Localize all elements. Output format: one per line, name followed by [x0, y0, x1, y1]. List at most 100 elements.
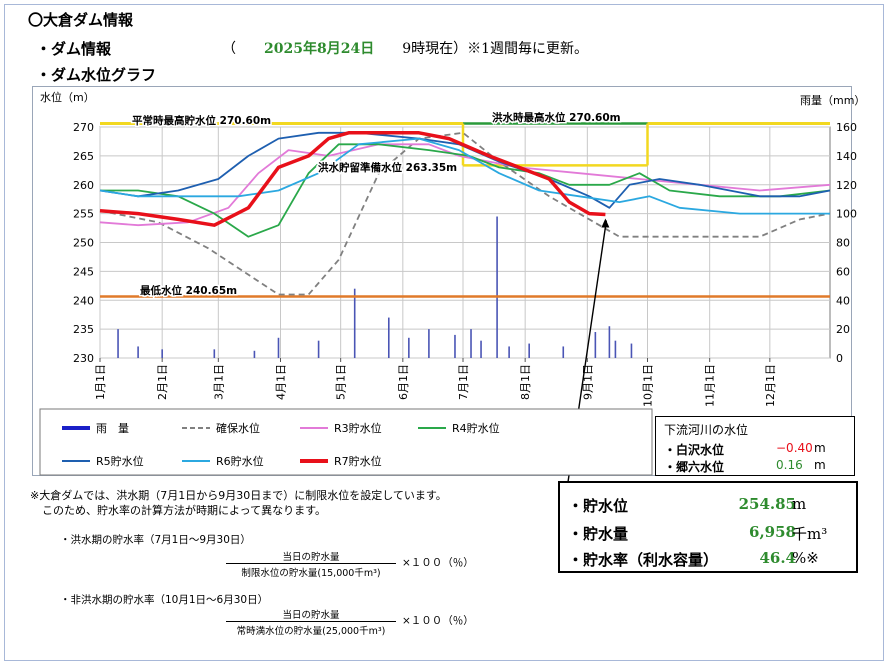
left-axis-title: 水位（m）: [40, 90, 95, 104]
right-tick-label: 60: [836, 265, 850, 278]
month-label: 7月1日: [457, 364, 470, 400]
right-tick-label: 120: [836, 179, 857, 192]
month-label: 8月1日: [519, 364, 532, 400]
left-tick-label: 235: [73, 323, 94, 336]
paren-open: （: [222, 41, 236, 57]
month-label: 10月1日: [642, 364, 655, 407]
month-label: 12月1日: [764, 364, 777, 407]
nonflood-multiply: ×１００（％）: [402, 615, 474, 627]
rain-bar: [317, 340, 320, 358]
stat-unit-volume: 千m³: [792, 525, 828, 543]
river-panel-title: 下流河川の水位: [664, 423, 749, 437]
notes-block: ※大倉ダムでは、洪水期（7月1日から9月30日まで）に制限水位を設定しています。…: [30, 488, 447, 518]
rain-bar: [496, 216, 498, 358]
right-axis-title: 雨量（mm）: [800, 94, 865, 107]
rain-bar: [508, 346, 510, 358]
series-line: [100, 143, 831, 238]
rain-bar: [608, 326, 611, 358]
month-label: 4月1日: [274, 364, 287, 400]
river-value: −0.40: [776, 441, 813, 455]
right-tick-label: 140: [836, 150, 857, 163]
stat-unit-rate: %※: [792, 549, 819, 567]
nonflood-denominator: 常時満水位の貯水量(25,000千m³): [226, 621, 396, 637]
rain-bar: [480, 340, 482, 358]
rain-bar: [594, 332, 597, 358]
rain-bar: [161, 349, 163, 358]
rain-bar: [470, 329, 472, 358]
flood-numerator: 当日の貯水量: [282, 552, 340, 563]
rain-bar: [253, 350, 256, 358]
series-line: [99, 137, 830, 215]
update-date: 2025年8月24日: [264, 41, 375, 57]
page-title: 〇大倉ダム情報: [28, 11, 134, 29]
rain-bar: [528, 343, 530, 358]
month-label: 6月1日: [397, 364, 410, 400]
flood-denominator: 制限水位の貯水量(15,000千m³): [226, 563, 396, 579]
river-row-goroku: ・郷六水位 0.16 m: [664, 458, 854, 475]
note-line-2: このため、貯水率の計算方法が時期によって異なります。: [42, 504, 327, 517]
ref-label-flood-max: 洪水時最高水位 270.60m: [492, 111, 621, 124]
rain-bar: [614, 340, 617, 358]
left-tick-label: 265: [73, 150, 94, 163]
right-tick-label: 160: [836, 121, 857, 134]
stat-value-rate: 46.4: [759, 549, 796, 567]
stat-unit-level: m: [792, 495, 807, 513]
rain-bar: [428, 329, 430, 358]
pointer-arrowhead: [601, 218, 610, 228]
ref-label-normal-max: 平常時最高貯水位 270.60m: [132, 114, 271, 127]
river-unit: m: [814, 441, 826, 455]
flood-multiply: ×１００（％）: [402, 557, 474, 569]
legend-label: R5貯水位: [96, 454, 144, 468]
reservoir-stats-panel: ・貯水位 254.85 m ・貯水量 6,958 千m³ ・貯水率（利水容量） …: [558, 481, 858, 573]
nonflood-period-title: ・非洪水期の貯水率（10月1日～6月30日）: [60, 594, 269, 606]
rain-bar: [630, 343, 633, 358]
river-label: ・郷六水位: [664, 460, 725, 474]
month-label: 5月1日: [335, 364, 348, 400]
left-tick-label: 255: [73, 208, 94, 221]
ref-label-prep: 洪水貯留準備水位 263.35m: [318, 161, 457, 174]
right-tick-label: 0: [836, 352, 843, 365]
right-tick-label: 20: [836, 323, 850, 336]
river-unit: m: [814, 458, 826, 472]
left-tick-label: 270: [73, 121, 94, 134]
legend-label: R7貯水位: [334, 454, 382, 468]
nonflood-fraction: 当日の貯水量 常時満水位の貯水量(25,000千m³): [226, 607, 396, 637]
legend-box: [39, 408, 653, 476]
left-tick-label: 250: [73, 237, 94, 250]
graph-heading: ・ダム水位グラフ: [36, 66, 157, 84]
month-label: 1月1日: [94, 364, 107, 400]
rain-bar: [117, 329, 119, 358]
series-line: [99, 143, 831, 227]
river-row-shirasawa: ・白沢水位 −0.40 m: [664, 441, 854, 458]
stat-label-rate: ・貯水率（利水容量）: [568, 551, 719, 569]
flood-period-title: ・洪水期の貯水率（7月1日～9月30日）: [60, 534, 251, 546]
river-value: 0.16: [776, 458, 803, 472]
left-tick-label: 240: [73, 294, 94, 307]
page-frame: [4, 4, 884, 661]
right-tick-label: 40: [836, 294, 850, 307]
legend-label: R6貯水位: [216, 454, 264, 468]
legend-label: 雨 量: [96, 422, 129, 435]
month-label: 3月1日: [212, 364, 225, 400]
update-time-status: 9時現在）※1週間毎に更新。: [402, 41, 589, 57]
left-tick-label: 230: [73, 352, 94, 365]
legend-label: 確保水位: [216, 421, 260, 435]
stat-value-volume: 6,958: [749, 523, 796, 541]
legend-label: R3貯水位: [334, 421, 382, 435]
month-label: 2月1日: [156, 364, 169, 400]
stat-value-level: 254.85: [738, 495, 796, 513]
left-tick-label: 260: [73, 179, 94, 192]
rain-bar: [387, 317, 390, 358]
rain-bar: [562, 346, 565, 358]
rain-bar: [408, 337, 410, 358]
river-label: ・白沢水位: [664, 443, 725, 457]
dam-info-heading: ・ダム情報: [36, 40, 112, 58]
note-line-1: ※大倉ダムでは、洪水期（7月1日から9月30日まで）に制限水位を設定しています。: [30, 489, 447, 502]
rain-bar: [454, 334, 456, 358]
flood-fraction: 当日の貯水量 制限水位の貯水量(15,000千m³): [226, 549, 396, 579]
stat-label-volume: ・貯水量: [568, 525, 629, 543]
series-line: [99, 131, 606, 227]
downstream-river-panel: 下流河川の水位 ・白沢水位 −0.40 m ・郷六水位 0.16 m: [655, 416, 855, 476]
rain-bar: [277, 337, 280, 358]
